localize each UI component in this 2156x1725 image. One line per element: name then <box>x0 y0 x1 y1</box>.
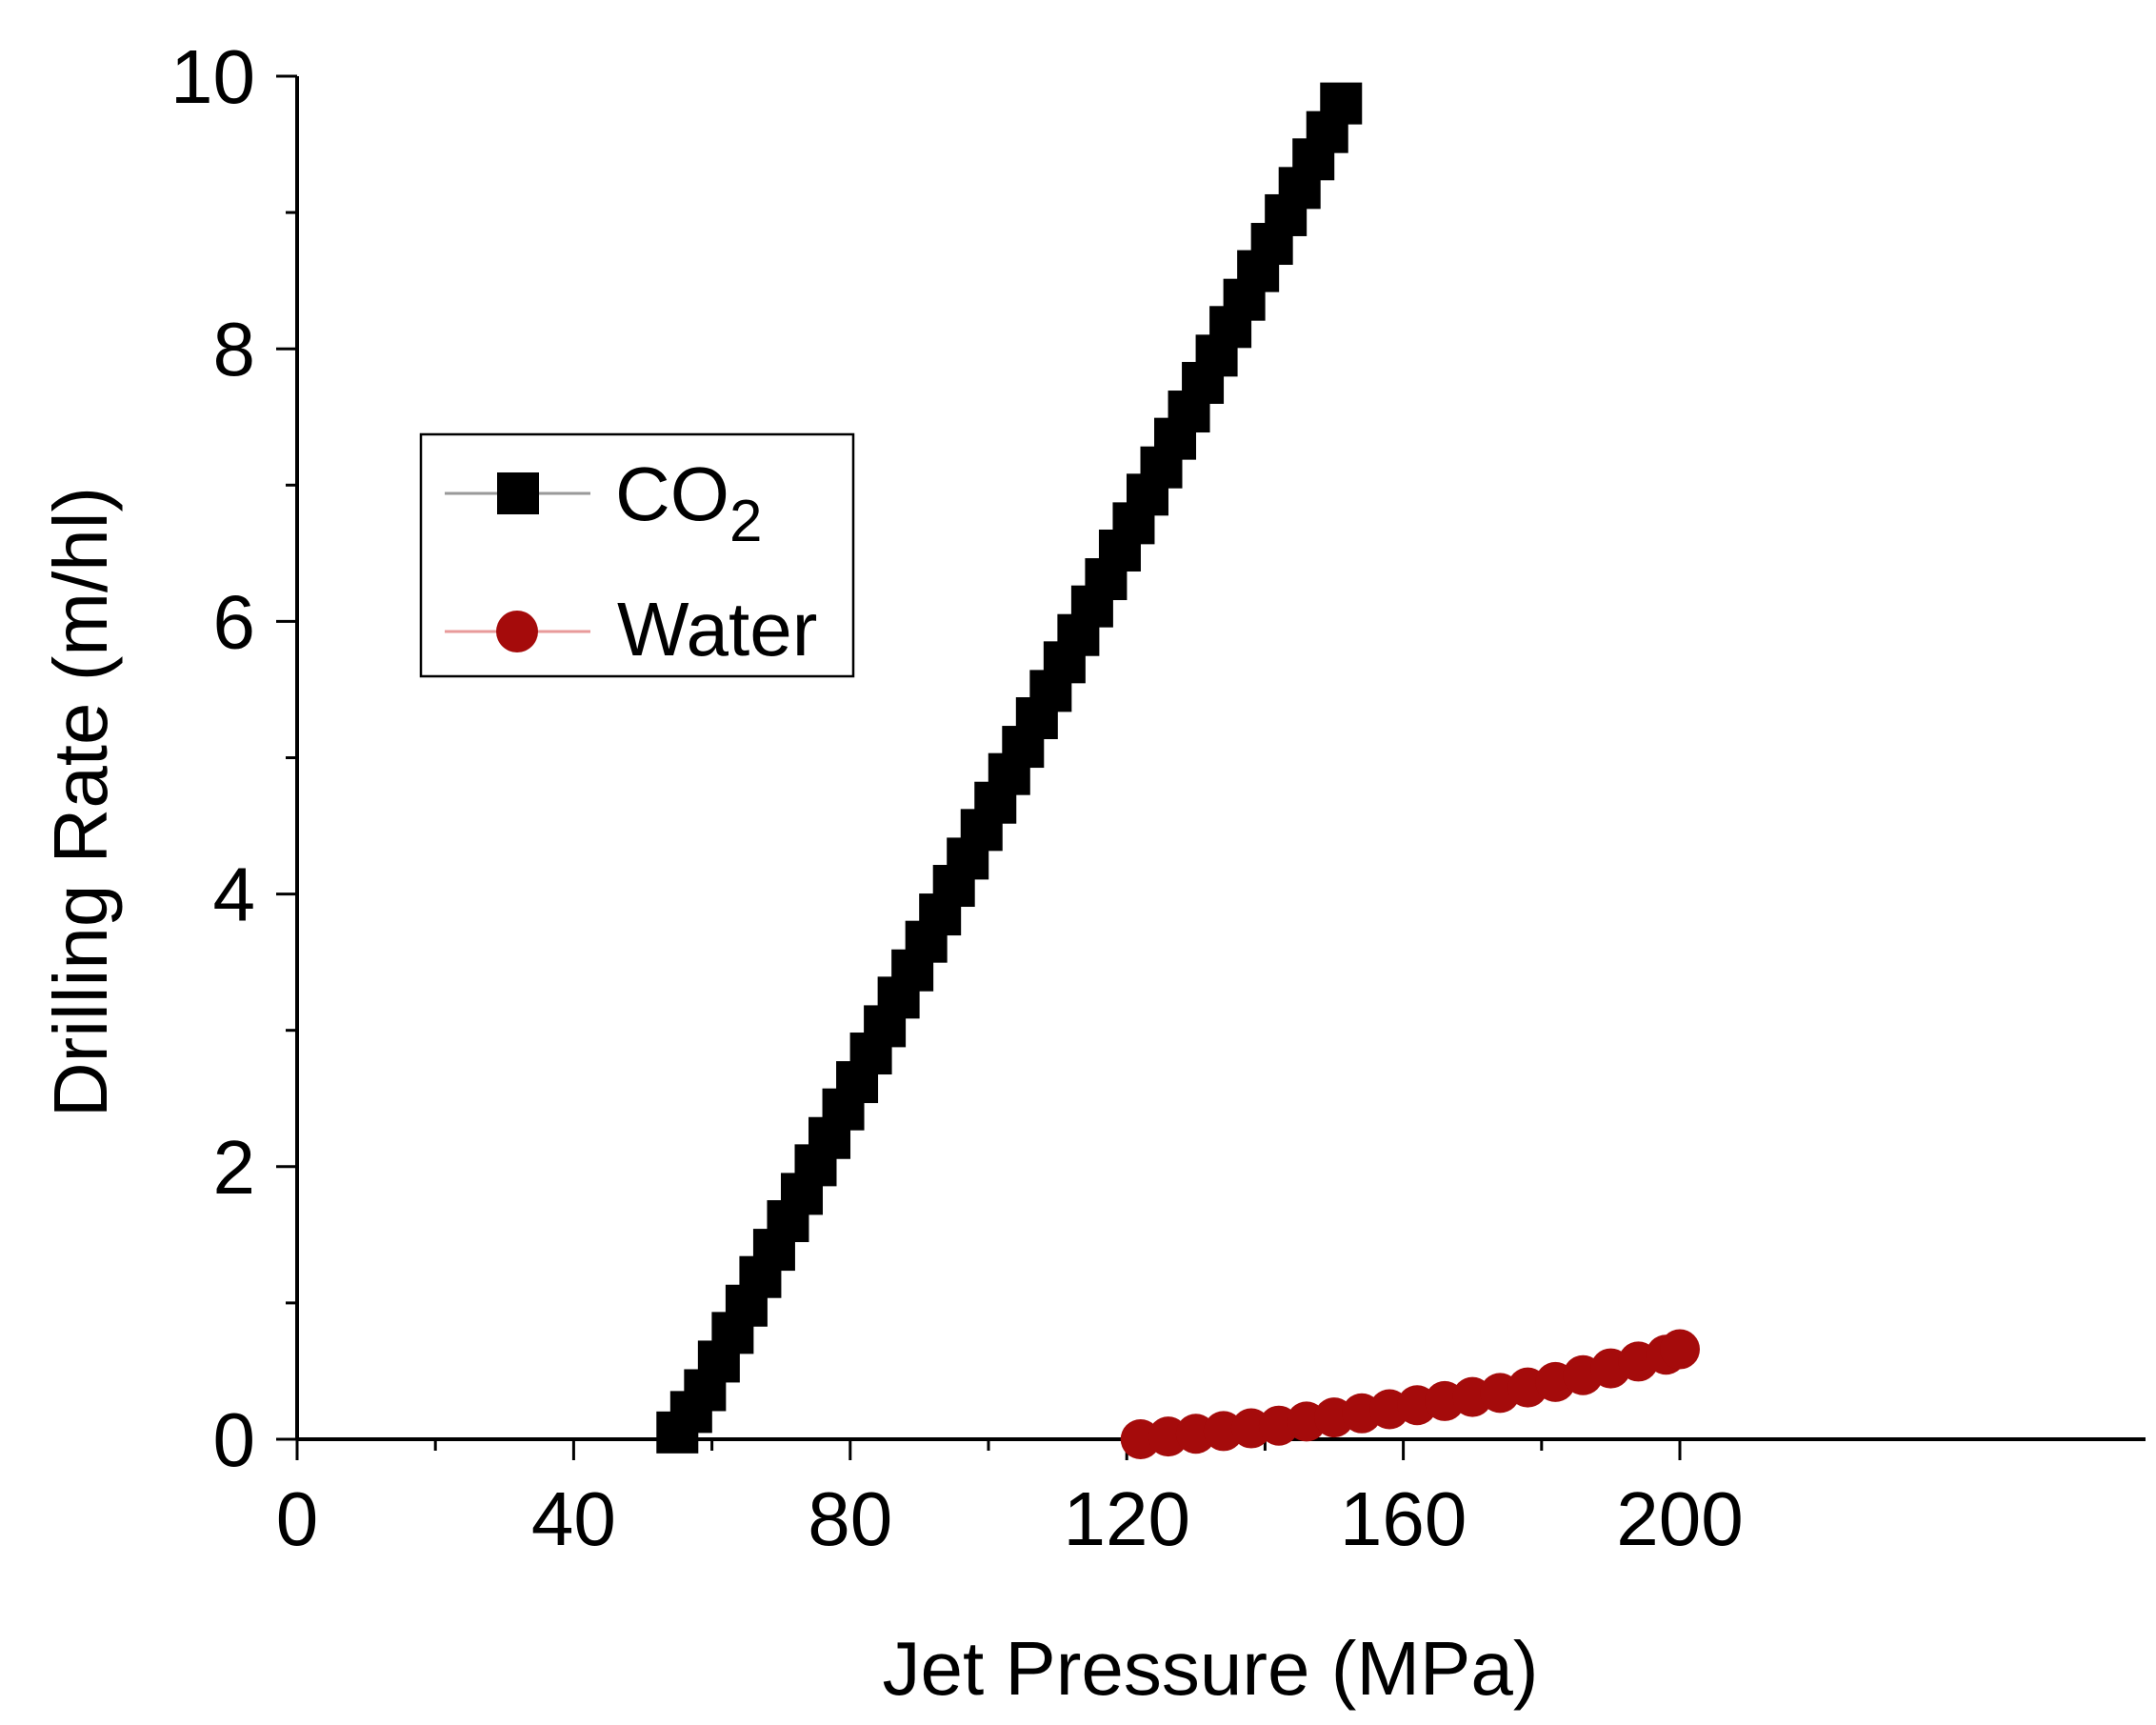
legend-co2-main: CO <box>615 451 729 536</box>
legend-co2-subscript: 2 <box>729 489 762 554</box>
series-lines <box>676 102 1681 1441</box>
y-axis-title: Drilling Rate (m/hl) <box>38 487 123 1117</box>
x-tick-label: 200 <box>1616 1476 1743 1561</box>
legend-co2-label: CO2 <box>615 451 762 554</box>
y-tick-label: 6 <box>213 579 256 664</box>
data-marks <box>656 82 1700 1459</box>
y-tick-label: 2 <box>213 1125 256 1210</box>
water-point <box>1660 1329 1700 1370</box>
x-tick-label: 0 <box>276 1476 319 1561</box>
x-tick-label: 160 <box>1340 1476 1467 1561</box>
ticks <box>276 74 1682 1460</box>
legend: CO2 Water <box>419 432 855 678</box>
y-tick-label: 4 <box>213 852 256 937</box>
x-tick-label: 120 <box>1063 1476 1189 1561</box>
x-axis-title: Jet Pressure (MPa) <box>882 1626 1538 1711</box>
tick-labels: 0 40 80 120 160 200 0 2 4 6 8 10 <box>170 34 1744 1561</box>
legend-co2-marker <box>497 472 539 514</box>
co2-point <box>1320 82 1363 125</box>
legend-item-water: Water <box>445 587 817 672</box>
x-tick-label: 80 <box>808 1476 892 1561</box>
legend-box <box>419 432 855 678</box>
legend-item-co2: CO2 <box>445 451 762 554</box>
y-tick-label: 10 <box>170 34 255 119</box>
y-tick-label: 8 <box>213 307 256 391</box>
y-tick-label: 0 <box>213 1397 256 1482</box>
legend-water-marker <box>496 611 538 652</box>
axes <box>295 76 2146 1441</box>
x-tick-label: 40 <box>531 1476 616 1561</box>
legend-water-label: Water <box>617 587 817 672</box>
